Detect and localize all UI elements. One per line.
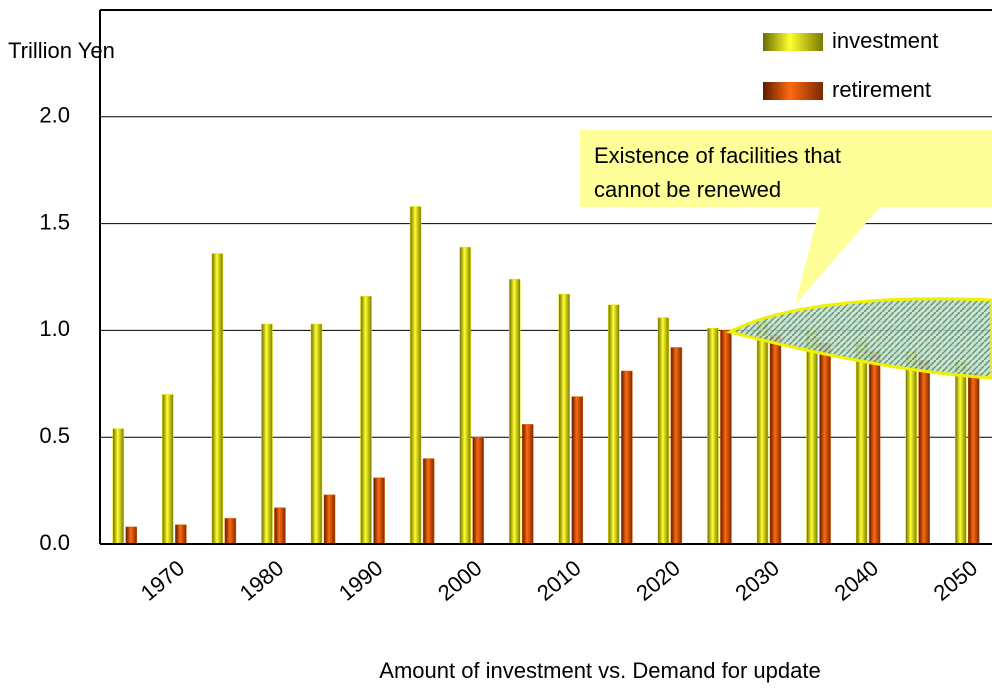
bar [261, 323, 273, 545]
callout [580, 130, 992, 305]
bar [769, 334, 782, 545]
bar [211, 253, 224, 545]
bar [508, 278, 521, 545]
x-tick-label: 1990 [334, 555, 388, 606]
y-tick-label: 1.0 [39, 316, 70, 341]
bar [125, 526, 138, 545]
bar [521, 424, 534, 545]
bar [621, 370, 633, 545]
bar [323, 494, 336, 545]
x-tick-label: 1980 [235, 555, 289, 606]
bar [224, 518, 237, 545]
bar [571, 396, 584, 545]
x-tick-label: 2030 [730, 555, 784, 606]
bar [918, 360, 930, 545]
bar [720, 330, 732, 545]
bar [707, 328, 719, 545]
bar [175, 524, 187, 545]
bar [459, 246, 471, 545]
bar [756, 321, 769, 545]
y-tick-label: 2.0 [39, 103, 70, 128]
bar [657, 317, 670, 545]
bar [373, 477, 385, 545]
bar [905, 351, 917, 545]
bar [310, 323, 323, 545]
y-axis-label: Trillion Yen [8, 38, 115, 63]
x-axis-label: Amount of investment vs. Demand for upda… [379, 658, 820, 683]
bar [670, 347, 683, 545]
annotation: Existence of facilities that cannot be re… [594, 143, 841, 202]
x-tick-label: 2050 [929, 555, 983, 606]
legend-swatch [763, 82, 823, 100]
bar [868, 351, 881, 545]
bar [274, 507, 286, 545]
x-tick-label: 2020 [631, 555, 685, 606]
legend-swatch [763, 33, 823, 51]
bar [855, 340, 868, 545]
y-tick-label: 1.5 [39, 209, 70, 234]
bar [162, 394, 174, 545]
x-tick-label: 2000 [433, 555, 487, 606]
y-tick-label: 0.0 [39, 530, 70, 555]
x-tick-label: 2040 [829, 555, 883, 606]
x-tick-label: 1970 [136, 555, 190, 606]
legend-label: retirement [832, 77, 931, 102]
bar [558, 293, 571, 545]
bar [806, 330, 818, 545]
bar [409, 206, 422, 545]
bar [422, 458, 435, 545]
bar [112, 428, 125, 545]
shortfall-area [725, 297, 992, 380]
bar [954, 362, 967, 545]
legend-label: investment [832, 28, 938, 53]
bar [608, 304, 620, 545]
bar [819, 342, 831, 545]
bar [967, 372, 980, 545]
x-tick-label: 2010 [532, 555, 586, 606]
y-tick-label: 0.5 [39, 423, 70, 448]
bar [472, 436, 484, 545]
bar [360, 295, 372, 545]
